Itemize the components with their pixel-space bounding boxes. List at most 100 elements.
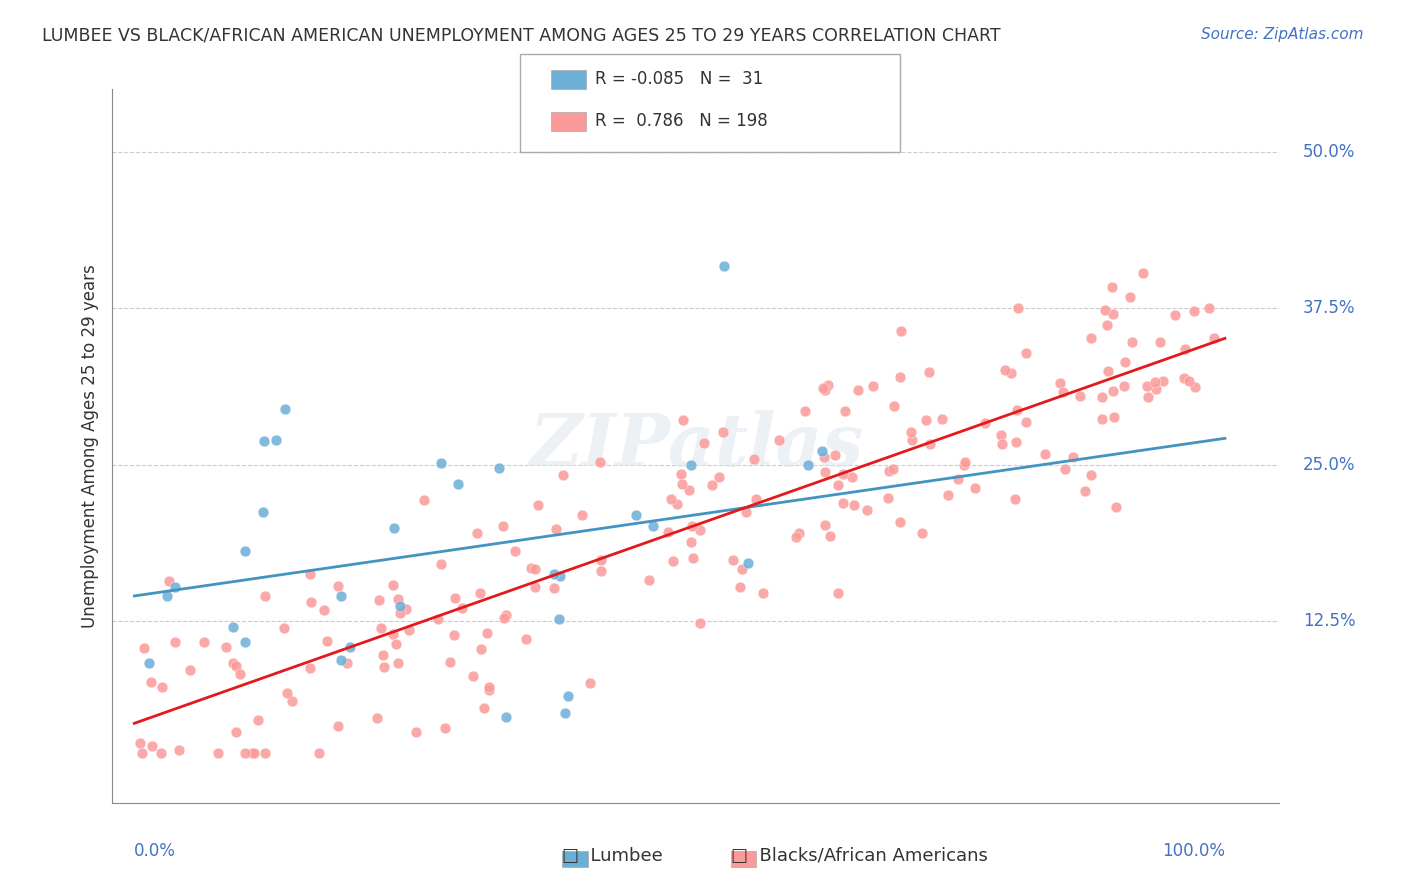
Text: 100.0%: 100.0% bbox=[1161, 842, 1225, 860]
Point bbox=[728, 580, 751, 594]
Point bbox=[889, 370, 911, 384]
Point bbox=[299, 595, 322, 609]
Point bbox=[811, 443, 834, 458]
Point bbox=[233, 544, 256, 558]
Point bbox=[247, 713, 270, 727]
Point bbox=[973, 417, 995, 431]
Point bbox=[1101, 280, 1123, 294]
Point bbox=[316, 633, 339, 648]
Point bbox=[405, 724, 427, 739]
Point bbox=[689, 616, 711, 631]
Point bbox=[167, 743, 190, 757]
Point bbox=[515, 632, 537, 647]
Point bbox=[991, 437, 1014, 451]
Point bbox=[478, 683, 501, 698]
Point bbox=[554, 706, 576, 720]
Text: 25.0%: 25.0% bbox=[1303, 456, 1355, 474]
Point bbox=[794, 404, 817, 418]
Point bbox=[443, 627, 465, 641]
Text: 0.0%: 0.0% bbox=[135, 842, 176, 860]
Point bbox=[551, 468, 574, 483]
Point bbox=[768, 434, 790, 448]
Point bbox=[308, 746, 330, 760]
Point bbox=[373, 660, 395, 674]
Point bbox=[681, 519, 703, 533]
Point bbox=[737, 556, 759, 570]
Point bbox=[156, 589, 179, 603]
Point bbox=[827, 586, 849, 600]
Point bbox=[1091, 412, 1114, 426]
Point bbox=[451, 600, 474, 615]
Point bbox=[298, 660, 321, 674]
Point bbox=[384, 637, 406, 651]
Point bbox=[1053, 462, 1076, 476]
Point bbox=[911, 525, 934, 540]
Text: 37.5%: 37.5% bbox=[1303, 300, 1355, 318]
Point bbox=[1152, 374, 1174, 388]
Point bbox=[1121, 335, 1143, 350]
Point bbox=[882, 462, 904, 476]
Point bbox=[735, 505, 758, 519]
Point bbox=[1097, 364, 1119, 378]
Point bbox=[1114, 355, 1136, 369]
Point bbox=[953, 455, 976, 469]
Point bbox=[382, 521, 405, 535]
Point bbox=[862, 378, 884, 392]
Point bbox=[222, 620, 245, 634]
Point bbox=[439, 656, 461, 670]
Point bbox=[495, 710, 517, 724]
Point bbox=[1015, 415, 1038, 429]
Point bbox=[165, 580, 187, 594]
Point bbox=[388, 599, 411, 614]
Point bbox=[141, 675, 163, 690]
Point bbox=[846, 383, 869, 397]
Point bbox=[131, 746, 153, 760]
Point bbox=[495, 607, 517, 622]
Point bbox=[1101, 307, 1123, 321]
Point bbox=[222, 656, 245, 670]
Point bbox=[814, 383, 837, 397]
Point bbox=[367, 593, 389, 607]
Point bbox=[389, 606, 412, 620]
Point bbox=[429, 456, 451, 470]
Point bbox=[1062, 450, 1084, 464]
Point bbox=[274, 402, 297, 417]
Point bbox=[1091, 390, 1114, 404]
Point bbox=[834, 404, 856, 418]
Point bbox=[1095, 318, 1118, 332]
Point bbox=[412, 492, 434, 507]
Point bbox=[395, 602, 418, 616]
Point bbox=[693, 436, 716, 450]
Point bbox=[638, 574, 661, 588]
Point bbox=[1080, 468, 1102, 483]
Point bbox=[589, 455, 612, 469]
Point bbox=[273, 621, 295, 635]
Point bbox=[1149, 335, 1171, 350]
Point bbox=[1163, 308, 1185, 322]
Point bbox=[1137, 390, 1160, 404]
Point bbox=[665, 498, 688, 512]
Point bbox=[827, 477, 849, 491]
Point bbox=[550, 569, 572, 583]
Point bbox=[276, 686, 298, 700]
Point bbox=[915, 413, 938, 427]
Point bbox=[229, 667, 252, 681]
Point bbox=[1198, 301, 1220, 315]
Point bbox=[253, 746, 276, 760]
Point bbox=[877, 464, 900, 478]
Point bbox=[671, 476, 693, 491]
Point bbox=[1119, 290, 1142, 304]
Point bbox=[1033, 447, 1056, 461]
Point bbox=[1174, 342, 1197, 356]
Point bbox=[488, 461, 510, 475]
Point bbox=[917, 365, 939, 379]
Point bbox=[149, 746, 172, 760]
Point bbox=[707, 470, 730, 484]
Point bbox=[370, 621, 392, 635]
Point bbox=[689, 523, 711, 537]
Point bbox=[225, 725, 247, 739]
Point bbox=[387, 656, 409, 670]
Point bbox=[465, 525, 488, 540]
Point bbox=[918, 437, 941, 451]
Point bbox=[832, 467, 855, 482]
